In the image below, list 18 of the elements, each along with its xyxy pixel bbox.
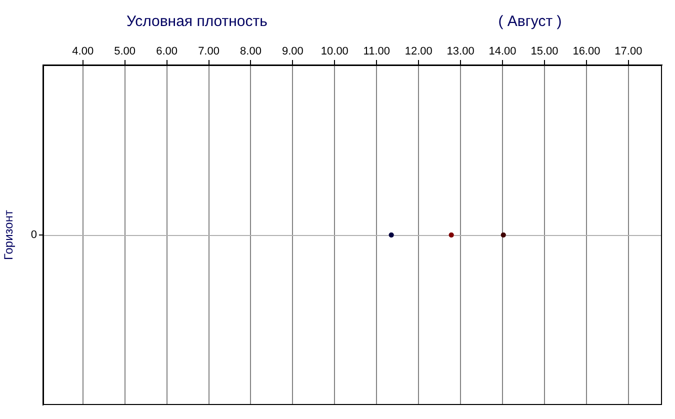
x-tick-label: 10.00 [320, 45, 348, 58]
y-axis-title: Горизонт [2, 210, 16, 260]
chart-title: Условная плотность [126, 13, 268, 30]
x-tick-label: 5.00 [114, 45, 136, 58]
x-tick-label: 15.00 [530, 45, 558, 58]
y-tick-label: 0 [30, 229, 37, 242]
chart-subtitle: ( Август ) [498, 13, 562, 30]
x-tick-label: 7.00 [198, 45, 220, 58]
x-tick-label: 9.00 [282, 45, 304, 58]
x-tick-label: 12.00 [404, 45, 432, 58]
x-tick-label: 17.00 [614, 45, 642, 58]
x-tick-label: 11.00 [363, 45, 390, 58]
x-tick-label: 8.00 [240, 45, 262, 58]
x-tick-label: 4.00 [72, 45, 94, 58]
x-tick-label: 13.00 [446, 45, 474, 58]
x-tick-label: 6.00 [156, 45, 178, 58]
x-tick-label: 14.00 [488, 45, 516, 58]
x-tick-label: 16.00 [572, 45, 600, 58]
